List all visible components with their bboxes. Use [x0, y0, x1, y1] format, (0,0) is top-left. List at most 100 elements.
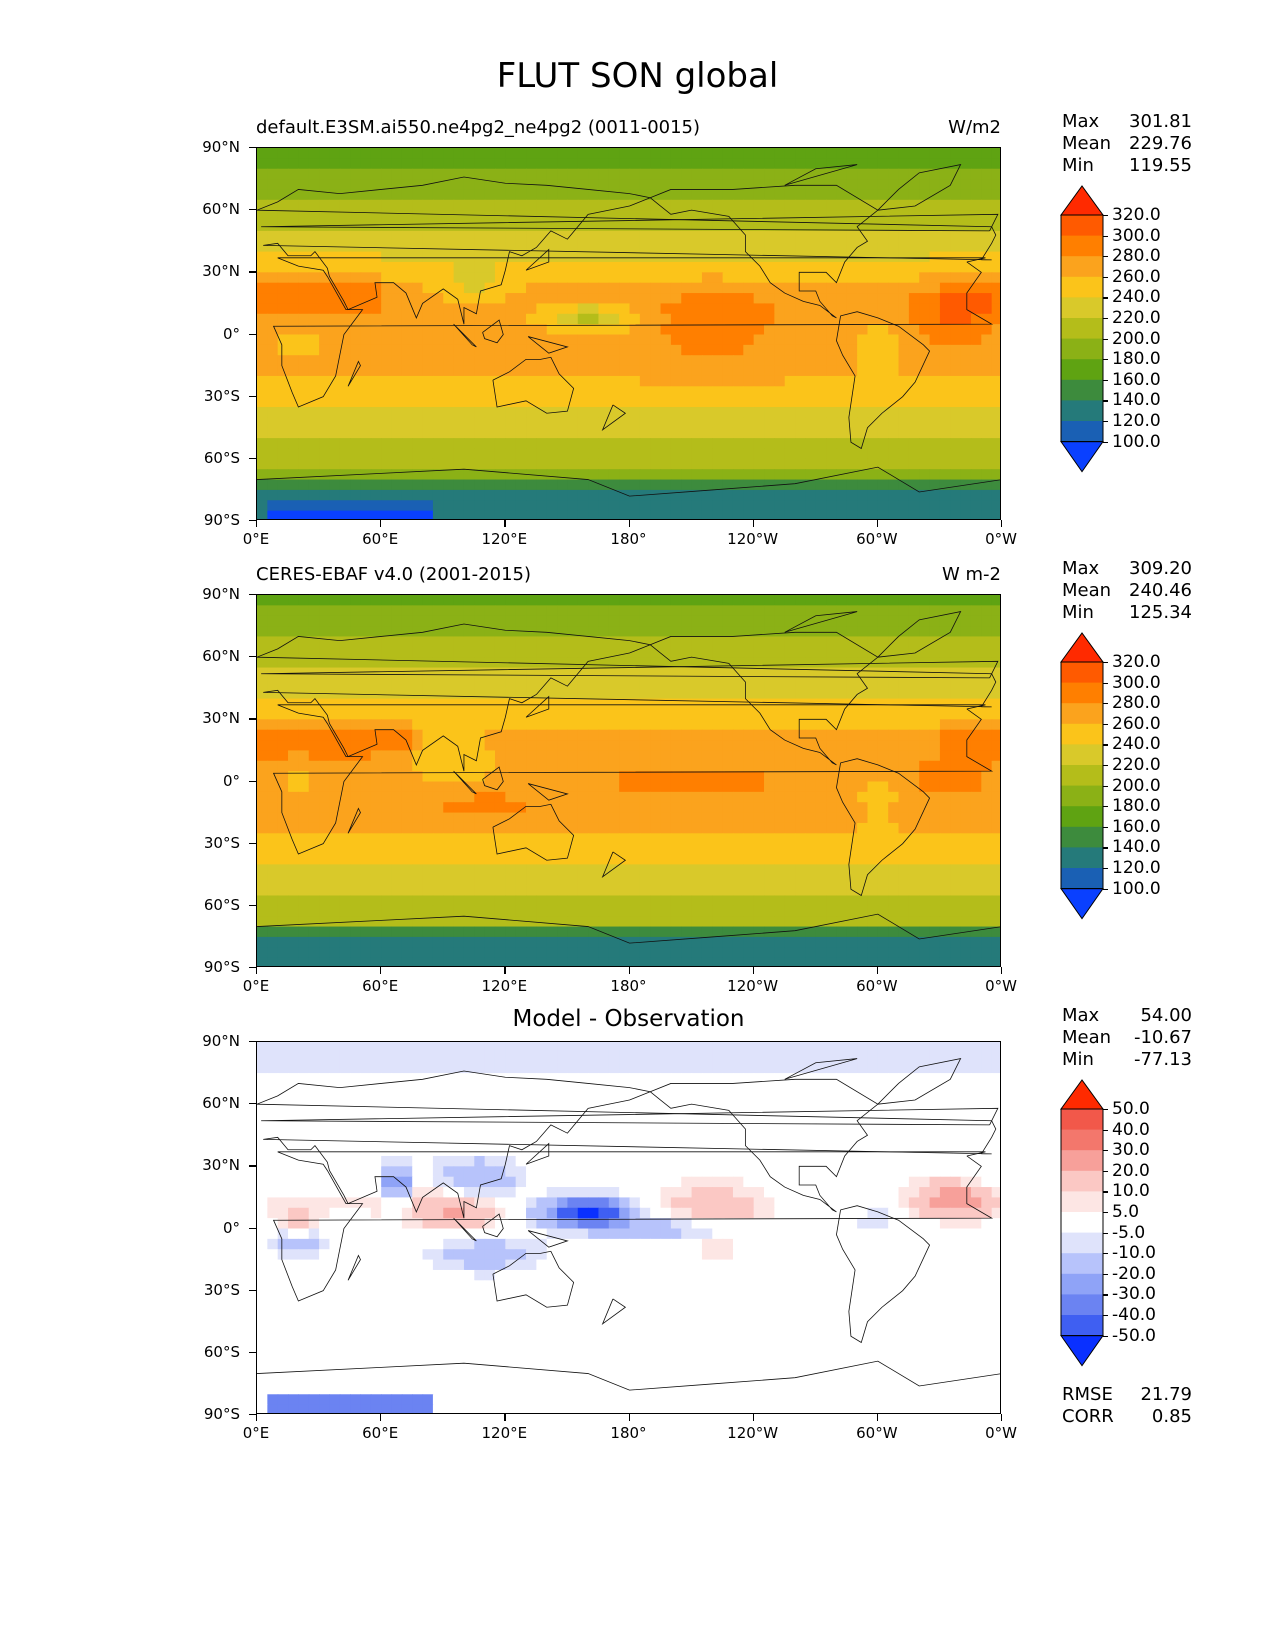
colorbar-label: 260.0: [1112, 713, 1161, 734]
lat-tick: [249, 520, 256, 522]
stat-value: -10.67: [1133, 1027, 1192, 1048]
lon-tick-label: 120°E: [481, 1424, 528, 1442]
lon-tick-label: 60°E: [362, 977, 399, 995]
colorbar-tick: [1103, 703, 1108, 705]
lon-tick: [380, 1414, 382, 1421]
lat-tick-label: 60°N: [202, 647, 240, 666]
coastline: [347, 1254, 361, 1281]
colorbar-tick: [1103, 235, 1108, 237]
lon-tick-label: 60°W: [856, 1424, 898, 1442]
figure-title: FLUT SON global: [496, 56, 779, 96]
coastline: [527, 1230, 569, 1248]
lon-tick: [1001, 1414, 1003, 1421]
colorbar-label: -50.0: [1112, 1325, 1156, 1346]
coastline: [453, 770, 477, 795]
stat-label: Mean: [1062, 133, 1112, 154]
coastline: [261, 1107, 999, 1126]
lat-tick-label: 0°: [222, 771, 240, 790]
stat-value: 240.46: [1129, 580, 1192, 601]
colorbar-label: 120.0: [1112, 858, 1161, 878]
lon-tick: [876, 967, 879, 974]
lon-tick-label: 0°E: [242, 977, 270, 995]
colorbar-label: 300.0: [1112, 225, 1161, 246]
lat-tick-label: 60°S: [203, 448, 240, 467]
coastline: [877, 1058, 962, 1105]
coastline: [257, 1070, 997, 1219]
colorbar-label: 320.0: [1112, 205, 1161, 225]
colorbar-tick: [1103, 1170, 1108, 1173]
lon-tick-label: 120°W: [727, 977, 779, 995]
lon-tick: [628, 1414, 630, 1421]
colorbar-tick: [1103, 785, 1108, 787]
colorbar-label: -10.0: [1112, 1243, 1156, 1264]
lat-tick: [249, 1227, 256, 1229]
coastline: [257, 176, 997, 325]
lon-tick: [876, 520, 879, 527]
lon-tick-label: 120°W: [727, 1424, 779, 1442]
colorbar-tick: [1103, 868, 1108, 870]
colorbar-tick: [1103, 1273, 1108, 1276]
lat-tick: [249, 1351, 256, 1354]
colorbar-tick: [1103, 215, 1108, 217]
lat-tick: [249, 147, 256, 149]
coastline: [601, 851, 627, 878]
lat-tick: [249, 1165, 256, 1167]
colorbar-label: 300.0: [1112, 672, 1161, 693]
coastline: [453, 1217, 477, 1242]
stat-label: Max: [1062, 558, 1100, 579]
lat-tick: [249, 656, 256, 658]
colorbar-label: 280.0: [1112, 246, 1161, 267]
lon-tick-label: 180°: [610, 1424, 647, 1442]
colorbar-tick: [1103, 723, 1108, 726]
lat-tick-label: 90°S: [203, 1405, 240, 1423]
stat-value: 21.79: [1140, 1384, 1192, 1405]
colorbar-tick: [1103, 256, 1108, 258]
lat-tick-label: 90°N: [202, 138, 240, 156]
lat-tick: [249, 333, 256, 335]
lat-tick-label: 30°S: [203, 833, 240, 852]
colorbar-label: 180.0: [1112, 796, 1161, 817]
coastline: [482, 766, 504, 791]
panel-units: W m-2: [941, 564, 1001, 585]
lon-tick: [380, 520, 382, 527]
coastline: [601, 1298, 627, 1325]
colorbar-tick: [1103, 1335, 1108, 1337]
lat-tick-label: 30°N: [202, 709, 240, 728]
stats-block: Max 301.81 Mean 229.76 Min 119.55: [1062, 111, 1192, 177]
colorbar-label: -30.0: [1112, 1284, 1156, 1305]
lat-tick: [249, 1041, 256, 1043]
lon-tick-label: 0°W: [985, 977, 1017, 995]
lat-tick-label: 30°N: [202, 1156, 240, 1175]
panel-title: default.E3SM.ai550.ne4pg2_ne4pg2 (0011-0…: [256, 117, 701, 138]
colorbar-label: 140.0: [1112, 390, 1161, 411]
lon-tick-label: 60°W: [856, 977, 898, 995]
coastline: [601, 404, 627, 431]
colorbar-label: 240.0: [1112, 287, 1161, 308]
stat-value: 54.00: [1140, 1005, 1192, 1026]
map-plot: [256, 147, 1001, 520]
lat-tick-label: 60°N: [202, 200, 240, 219]
colorbar-label: 40.0: [1112, 1119, 1150, 1140]
colorbar-label: 160.0: [1112, 369, 1161, 390]
coastline: [257, 466, 1000, 497]
lat-tick: [249, 271, 256, 273]
panel-units: W/m2: [948, 117, 1001, 138]
colorbar-tick: [1103, 1191, 1108, 1193]
coastline: [272, 704, 994, 855]
colorbar-label: -20.0: [1112, 1263, 1156, 1284]
panel-title: Model - Observation: [512, 1006, 745, 1032]
stat-label: Min: [1062, 1049, 1094, 1070]
contour-field: [257, 595, 1000, 966]
lat-tick: [249, 967, 256, 969]
coastline: [347, 807, 361, 834]
lon-tick-label: 0°W: [985, 530, 1017, 548]
lon-tick: [752, 1414, 754, 1421]
lat-tick-label: 90°S: [203, 958, 240, 976]
coastline: [482, 319, 504, 344]
lat-tick-label: 90°N: [202, 585, 240, 603]
stat-label: Mean: [1062, 1027, 1112, 1048]
colorbar-label: 100.0: [1112, 878, 1161, 899]
lon-tick: [504, 1414, 506, 1421]
stat-label: RMSE: [1062, 1384, 1113, 1405]
coastline: [257, 913, 1000, 944]
